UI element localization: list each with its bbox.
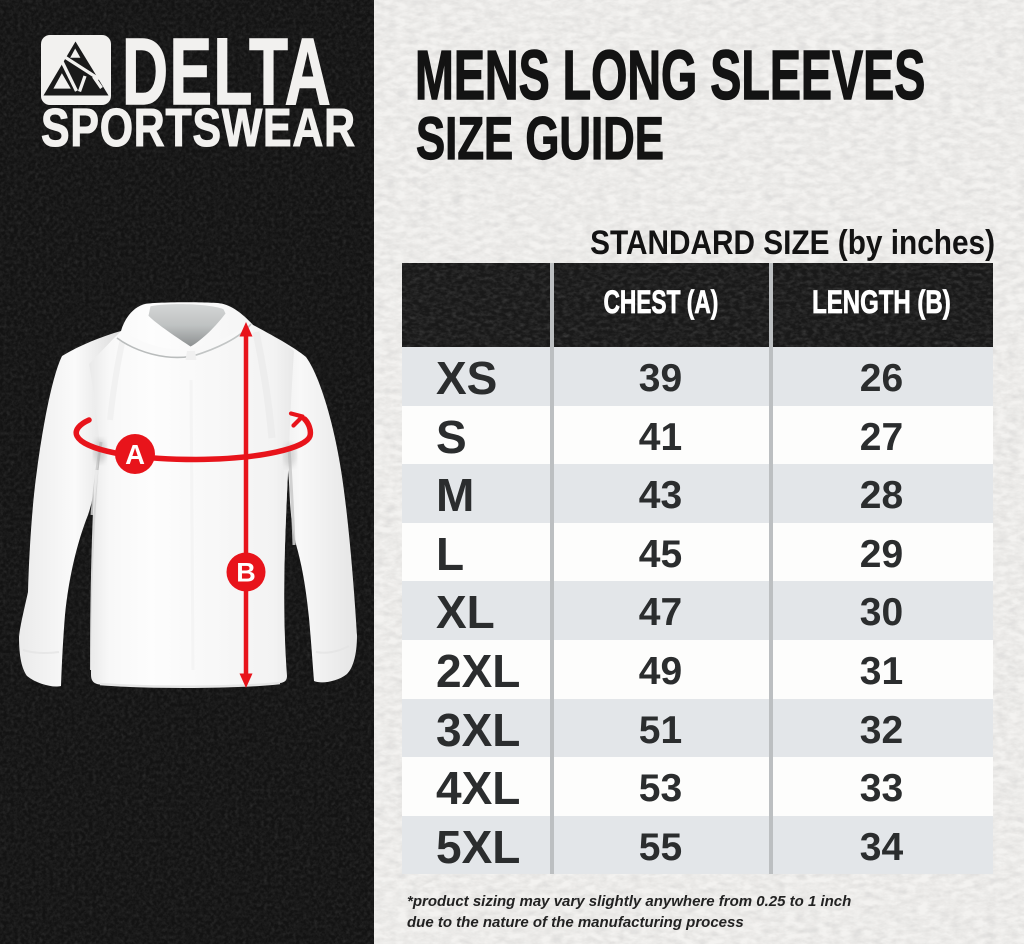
svg-text:A: A: [125, 439, 145, 470]
svg-text:B: B: [236, 558, 256, 588]
